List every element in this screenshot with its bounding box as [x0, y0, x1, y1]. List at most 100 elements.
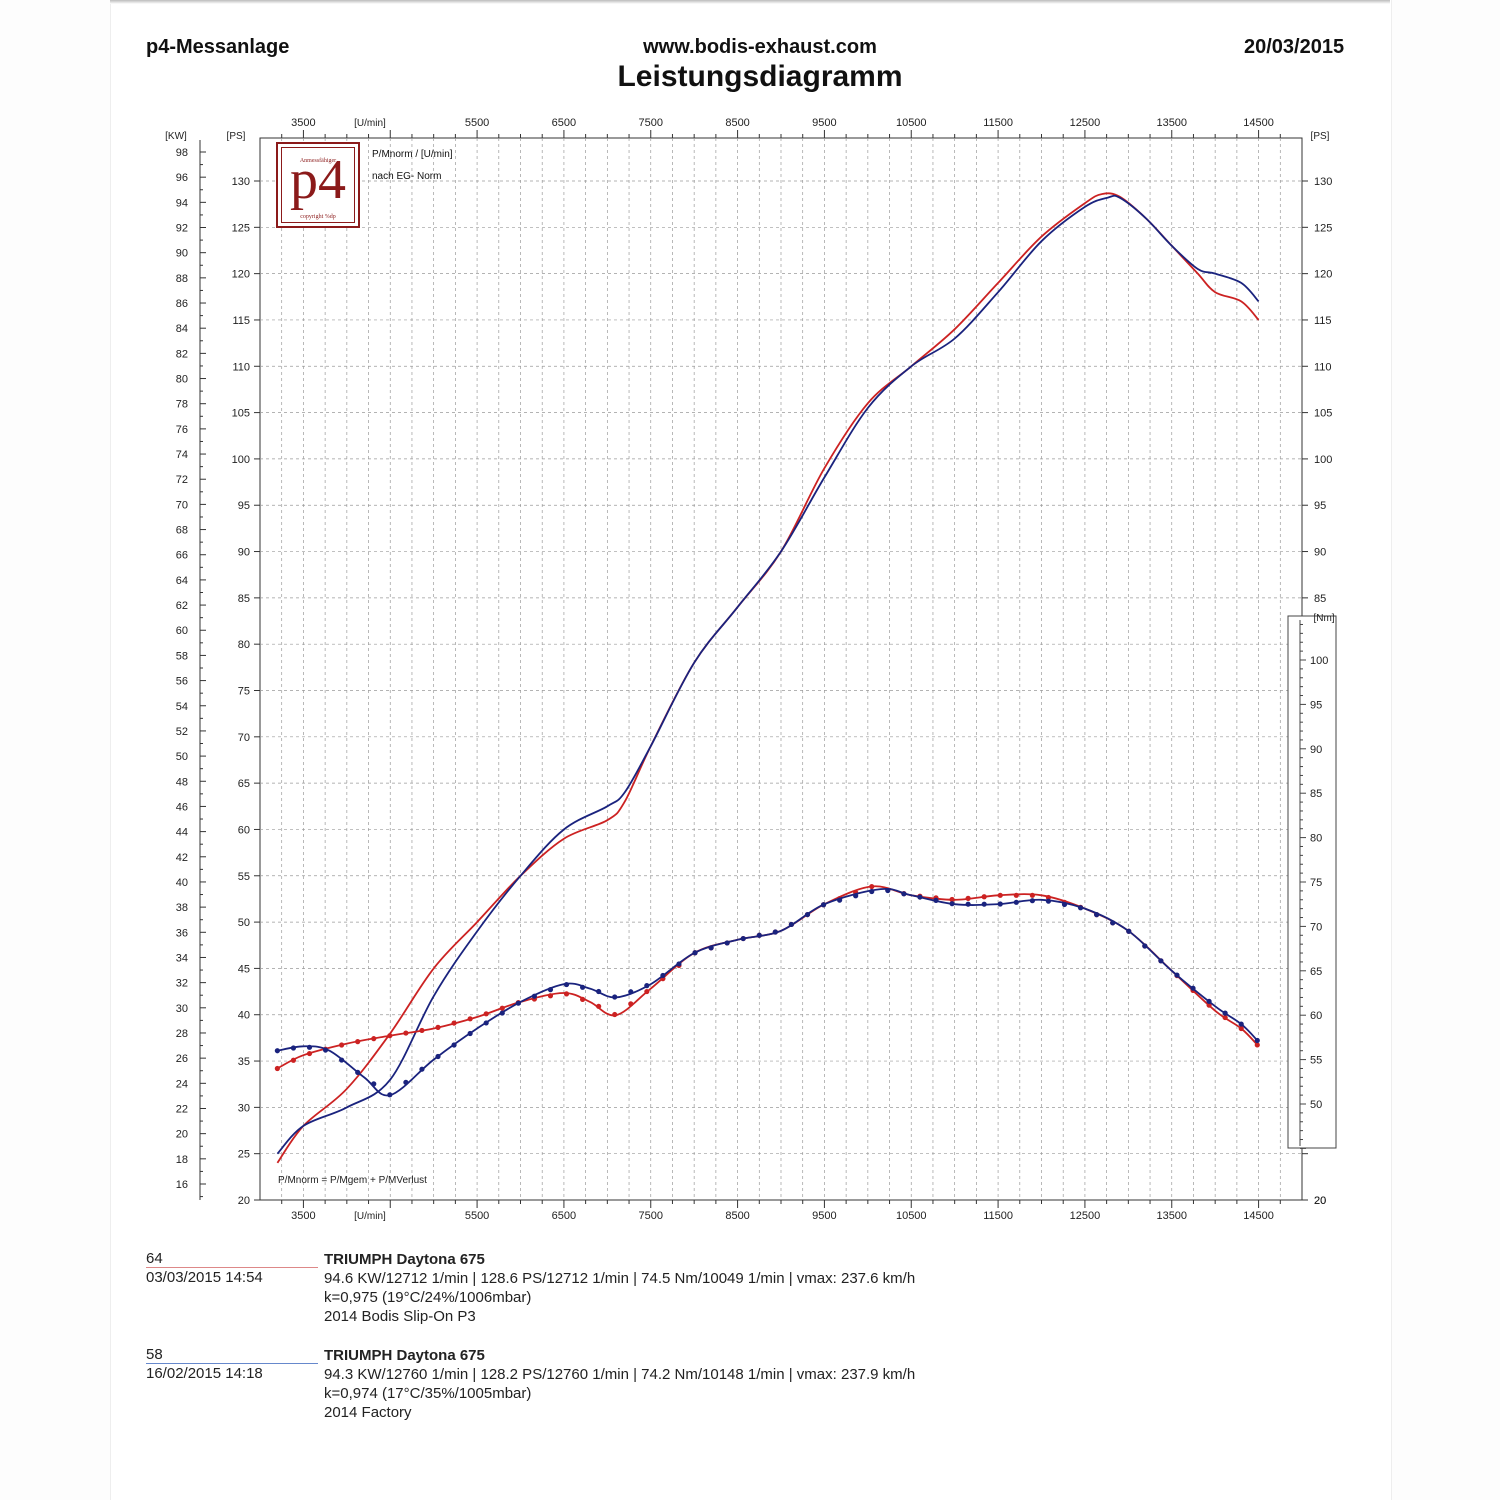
torque-marker-58	[579, 984, 586, 990]
torque-marker-64	[628, 1001, 634, 1007]
kw-tick-label: 90	[176, 248, 188, 260]
norm-note-1: P/Mnorm / [U/min]	[372, 149, 453, 160]
kw-tick-label: 80	[176, 374, 188, 386]
kw-tick-label: 46	[176, 801, 188, 813]
ps-tick-label-left: 110	[232, 361, 250, 373]
kw-tick-label: 70	[176, 499, 188, 511]
torque-marker-58	[1190, 985, 1196, 991]
run-id: 58	[146, 1346, 318, 1364]
kw-tick-label: 74	[176, 449, 188, 461]
torque-marker-64	[949, 896, 955, 903]
kw-tick-label: 62	[176, 600, 188, 612]
x-tick-label-top: 8500	[725, 117, 749, 129]
ps-tick-label-left: 50	[238, 917, 250, 929]
torque-marker-64	[612, 1011, 618, 1018]
kw-tick-label: 84	[176, 323, 188, 335]
run-name: TRIUMPH Daytona 675	[324, 1347, 485, 1364]
x-tick-label-bottom: 5500	[465, 1210, 489, 1222]
kw-tick-label: 60	[176, 625, 188, 637]
torque-curve-58	[277, 887, 1260, 1097]
kw-tick-label: 38	[176, 902, 188, 914]
torque-marker-64	[290, 1057, 297, 1063]
kw-tick-label: 92	[176, 223, 188, 235]
torque-marker-64	[371, 1036, 377, 1042]
torque-marker-58	[1110, 920, 1116, 926]
torque-marker-58	[419, 1066, 425, 1072]
torque-marker-64	[579, 996, 586, 1002]
nm-tick-label: 85	[1310, 788, 1322, 800]
kw-tick-label: 88	[176, 273, 188, 285]
torque-marker-58	[499, 1010, 505, 1016]
ps-tick-label-right: 95	[1314, 500, 1326, 512]
header-left: p4-Messanlage	[146, 36, 290, 58]
ps-tick-label-left: 130	[232, 176, 250, 188]
x-tick-label-top: 10500	[896, 117, 927, 129]
kw-tick-label: 44	[176, 827, 188, 839]
ps-tick-label-left: 125	[232, 222, 250, 234]
torque-marker-64	[1029, 892, 1035, 898]
ps-tick-label-right: 130	[1314, 176, 1332, 188]
scan-edge	[110, 0, 1390, 4]
kw-tick-label: 48	[176, 776, 188, 788]
torque-marker-64	[981, 894, 987, 900]
torque-marker-64	[965, 895, 971, 901]
ps-tick-label-left: 120	[232, 269, 250, 281]
torque-marker-58	[435, 1053, 441, 1060]
torque-marker-64	[355, 1039, 361, 1045]
torque-marker-64	[339, 1042, 345, 1048]
ps-tick-label-left: 100	[232, 454, 250, 466]
kw-tick-label: 32	[176, 978, 188, 990]
x-tick-label-top: 11500	[983, 117, 1013, 129]
ps-tick-label-right: 110	[1314, 361, 1332, 373]
kw-tick-label: 40	[176, 877, 188, 889]
kw-tick-label: 82	[176, 348, 188, 360]
x-tick-label-top: 6500	[552, 117, 576, 129]
torque-marker-58	[1142, 943, 1148, 949]
logo-small-top: Anmessfähiger	[299, 158, 337, 164]
formula-note: P/Mnorm = P/Mgem + P/MVerlust	[278, 1175, 427, 1186]
kw-tick-label: 36	[176, 927, 188, 939]
ps-tick-label-left: 30	[238, 1102, 250, 1114]
torque-marker-58	[692, 950, 698, 956]
ps-tick-label-left: 25	[238, 1149, 250, 1161]
torque-marker-64	[596, 1003, 602, 1009]
ps-tick-label-left: 75	[238, 686, 250, 698]
torque-marker-58	[837, 897, 843, 903]
torque-marker-64	[1045, 894, 1052, 901]
ps-tick-label-left: 115	[232, 315, 250, 327]
x-tick-label-bottom: 9500	[812, 1210, 836, 1222]
ps-tick-label-right: 20	[1314, 1195, 1326, 1207]
torque-marker-58	[901, 891, 907, 897]
torque-marker-58	[708, 945, 714, 951]
torque-marker-64	[467, 1016, 473, 1022]
torque-marker-64	[451, 1020, 457, 1026]
torque-marker-64	[997, 892, 1003, 898]
torque-marker-58	[1077, 905, 1084, 911]
run-desc: 2014 Factory	[324, 1404, 412, 1421]
torque-marker-58	[483, 1020, 489, 1026]
kw-tick-label: 54	[176, 701, 188, 713]
torque-marker-58	[965, 901, 971, 907]
nm-tick-label: 95	[1310, 699, 1322, 711]
torque-marker-58	[933, 897, 939, 903]
torque-marker-58	[1254, 1037, 1260, 1044]
ps-tick-label-right: 105	[1314, 408, 1332, 420]
torque-marker-58	[612, 994, 618, 1000]
torque-marker-58	[1094, 912, 1100, 918]
x-tick-label-top: 7500	[639, 117, 663, 129]
ps-tick-label-right: 90	[1314, 547, 1326, 559]
nm-tick-label: 80	[1310, 833, 1322, 845]
ps-tick-label-left: 95	[238, 500, 250, 512]
torque-marker-64	[419, 1027, 425, 1034]
nm-axis-label: [Nm]	[1313, 613, 1334, 624]
run-k: k=0,974 (17°C/35%/1005mbar)	[324, 1385, 532, 1402]
nm-tick-label: 75	[1310, 877, 1322, 889]
torque-marker-58	[804, 911, 811, 918]
torque-marker-58	[306, 1044, 313, 1050]
run-k: k=0,975 (19°C/24%/1006mbar)	[324, 1289, 532, 1306]
kw-tick-label: 26	[176, 1053, 188, 1065]
report-sheet	[110, 0, 1392, 1500]
ps-axis-label-left: [PS]	[227, 131, 246, 142]
torque-marker-64	[435, 1024, 441, 1030]
ps-tick-label-right: 20	[1314, 1195, 1326, 1207]
